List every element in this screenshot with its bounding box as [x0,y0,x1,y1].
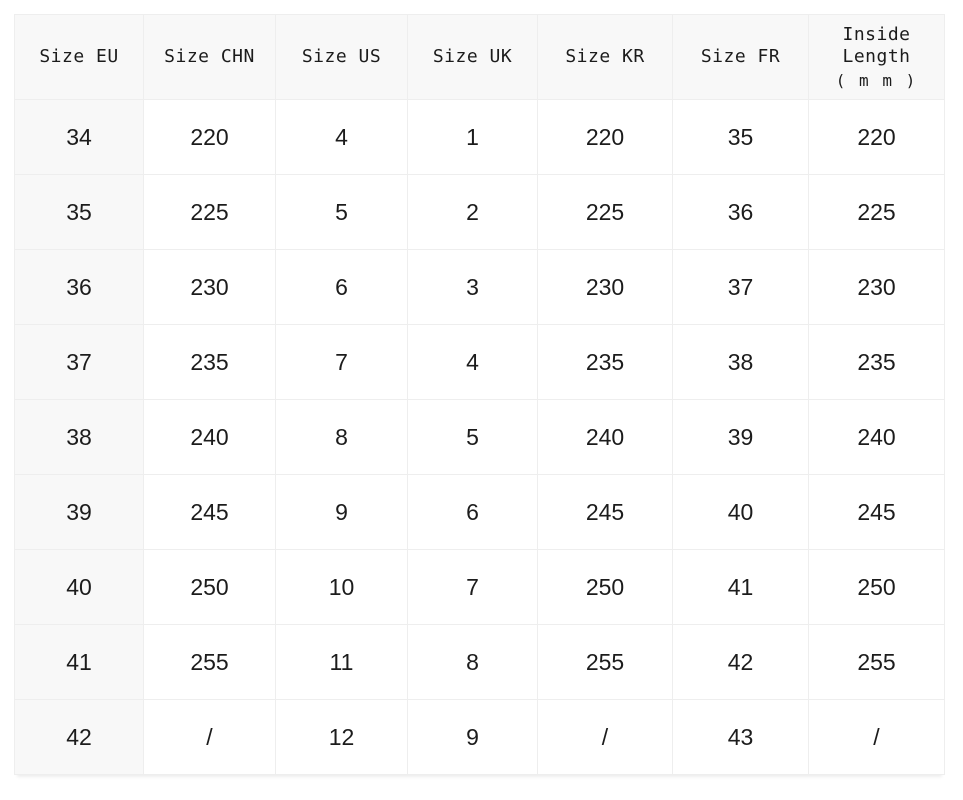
table-cell: 39 [14,474,144,550]
table-cell: 9 [275,474,408,550]
table-cell: 255 [808,624,945,700]
table-cell: 38 [14,399,144,475]
table-cell: 255 [537,624,673,700]
table-cell: 43 [672,699,809,775]
table-cell: / [143,699,276,775]
table-cell: 245 [143,474,276,550]
column-header-size-fr: Size FR [672,14,809,100]
table-cell: 235 [143,324,276,400]
table-cell: 5 [275,174,408,250]
table-row: 41 255 11 8 255 42 255 [14,624,945,700]
table-cell: 245 [808,474,945,550]
table-cell: 7 [407,549,538,625]
table-cell: 3 [407,249,538,325]
size-chart-table: Size EU Size CHN Size US Size UK Size KR… [14,14,945,775]
table-cell: 6 [275,249,408,325]
table-cell: 225 [143,174,276,250]
column-header-inside-length-label: Inside Length [842,23,911,68]
table-cell: 220 [808,99,945,175]
table-cell: 230 [143,249,276,325]
table-cell: 255 [143,624,276,700]
table-cell: 8 [407,624,538,700]
table-cell: 41 [14,624,144,700]
table-cell: 230 [808,249,945,325]
table-cell: 7 [275,324,408,400]
table-cell: 220 [143,99,276,175]
table-cell: 250 [537,549,673,625]
header-row: Size EU Size CHN Size US Size UK Size KR… [14,14,945,100]
table-cell: 35 [14,174,144,250]
table-cell: 36 [14,249,144,325]
column-header-size-chn: Size CHN [143,14,276,100]
column-header-inside-length: Inside Length ( m m ) [808,14,945,100]
table-row: 39 245 9 6 245 40 245 [14,474,945,550]
column-header-size-eu: Size EU [14,14,144,100]
table-cell: 240 [143,399,276,475]
table-cell: / [808,699,945,775]
table-row: 42 / 12 9 / 43 / [14,699,945,775]
table-cell: 245 [537,474,673,550]
table-cell: 4 [407,324,538,400]
column-header-size-us: Size US [275,14,408,100]
table-cell: 42 [672,624,809,700]
table-row: 40 250 10 7 250 41 250 [14,549,945,625]
table-cell: 37 [672,249,809,325]
table-cell: 240 [537,399,673,475]
table-row: 36 230 6 3 230 37 230 [14,249,945,325]
size-chart: Size EU Size CHN Size US Size UK Size KR… [14,14,945,775]
table-cell: 250 [143,549,276,625]
table-cell: 225 [537,174,673,250]
table-cell: 36 [672,174,809,250]
table-cell: 220 [537,99,673,175]
table-row: 38 240 8 5 240 39 240 [14,399,945,475]
table-cell: 40 [672,474,809,550]
table-cell: 230 [537,249,673,325]
table-cell: 5 [407,399,538,475]
table-cell: 11 [275,624,408,700]
table-cell: 2 [407,174,538,250]
table-cell: 240 [808,399,945,475]
table-cell: 39 [672,399,809,475]
table-cell: 225 [808,174,945,250]
table-cell: 34 [14,99,144,175]
table-cell: 35 [672,99,809,175]
table-cell: 37 [14,324,144,400]
table-row: 35 225 5 2 225 36 225 [14,174,945,250]
table-cell: 42 [14,699,144,775]
column-header-size-kr: Size KR [537,14,673,100]
table-cell: 9 [407,699,538,775]
column-header-inside-length-unit: ( m m ) [835,70,918,90]
table-cell: 235 [537,324,673,400]
table-cell: 1 [407,99,538,175]
table-cell: / [537,699,673,775]
table-cell: 12 [275,699,408,775]
table-cell: 8 [275,399,408,475]
column-header-size-uk: Size UK [407,14,538,100]
table-row: 34 220 4 1 220 35 220 [14,99,945,175]
table-cell: 6 [407,474,538,550]
table-cell: 235 [808,324,945,400]
table-cell: 38 [672,324,809,400]
table-cell: 250 [808,549,945,625]
table-cell: 4 [275,99,408,175]
table-row: 37 235 7 4 235 38 235 [14,324,945,400]
table-cell: 41 [672,549,809,625]
table-cell: 40 [14,549,144,625]
table-cell: 10 [275,549,408,625]
